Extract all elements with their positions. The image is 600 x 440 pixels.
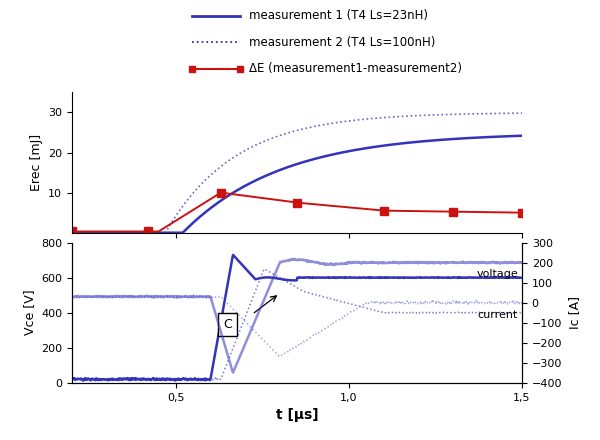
Text: voltage: voltage xyxy=(477,269,519,279)
Text: measurement 2 (T4 Ls=100nH): measurement 2 (T4 Ls=100nH) xyxy=(249,36,436,49)
Text: C: C xyxy=(223,319,232,331)
Y-axis label: Ic [A]: Ic [A] xyxy=(568,296,581,329)
Text: ΔE (measurement1-measurement2): ΔE (measurement1-measurement2) xyxy=(249,62,462,75)
Text: measurement 1 (T4 Ls=23nH): measurement 1 (T4 Ls=23nH) xyxy=(249,9,428,22)
Text: current: current xyxy=(477,310,517,320)
Y-axis label: Erec [mJ]: Erec [mJ] xyxy=(29,134,43,191)
X-axis label: t [μs]: t [μs] xyxy=(275,408,319,422)
Y-axis label: Vce [V]: Vce [V] xyxy=(23,290,35,335)
